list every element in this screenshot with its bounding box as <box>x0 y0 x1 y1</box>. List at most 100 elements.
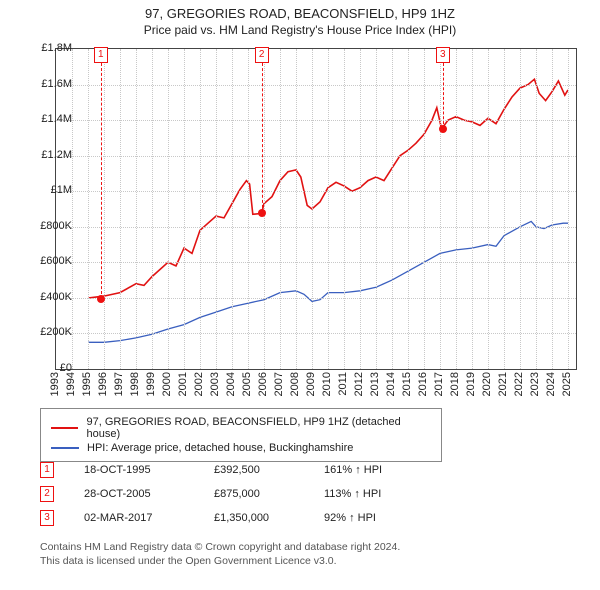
x-axis-label: 2014 <box>385 372 397 396</box>
x-axis-label: 2010 <box>321 372 333 396</box>
x-axis-label: 2001 <box>177 372 189 396</box>
sale-marker-line <box>101 63 102 299</box>
x-axis-label: 2000 <box>161 372 173 396</box>
x-axis-label: 2009 <box>305 372 317 396</box>
legend: 97, GREGORIES ROAD, BEACONSFIELD, HP9 1H… <box>40 408 442 462</box>
y-axis-label: £200K <box>12 326 72 338</box>
x-axis-label: 2021 <box>497 372 509 396</box>
sale-price: £392,500 <box>214 464 324 476</box>
gridline-v <box>456 49 457 369</box>
y-axis-label: £400K <box>12 291 72 303</box>
sale-marker-3: 3 <box>436 47 450 63</box>
gridline-v <box>520 49 521 369</box>
sale-date: 28-OCT-2005 <box>84 488 214 500</box>
sale-marker-line <box>443 63 444 129</box>
x-axis-label: 2024 <box>545 372 557 396</box>
gridline-v <box>472 49 473 369</box>
x-axis-label: 1999 <box>145 372 157 396</box>
x-axis-label: 2018 <box>449 372 461 396</box>
sale-pct: 161% ↑ HPI <box>324 464 434 476</box>
x-axis-label: 2019 <box>465 372 477 396</box>
x-axis-label: 1998 <box>129 372 141 396</box>
gridline-v <box>216 49 217 369</box>
x-axis-label: 2020 <box>481 372 493 396</box>
gridline-h <box>56 298 576 299</box>
sale-row-marker: 1 <box>40 462 54 478</box>
sale-date: 02-MAR-2017 <box>84 512 214 524</box>
plot-area: 1 2 3 <box>55 48 577 370</box>
x-axis-label: 1997 <box>113 372 125 396</box>
sale-row: 3 02-MAR-2017£1,350,00092% ↑ HPI <box>40 506 434 530</box>
legend-row-2: HPI: Average price, detached house, Buck… <box>51 441 431 455</box>
gridline-v <box>280 49 281 369</box>
sale-dot <box>439 125 447 133</box>
gridline-h <box>56 120 576 121</box>
gridline-h <box>56 262 576 263</box>
legend-label-1: 97, GREGORIES ROAD, BEACONSFIELD, HP9 1H… <box>86 416 431 440</box>
y-axis-label: £1.4M <box>12 113 72 125</box>
gridline-v <box>488 49 489 369</box>
y-axis-label: £800K <box>12 220 72 232</box>
sale-row-marker: 2 <box>40 486 54 502</box>
gridline-v <box>120 49 121 369</box>
gridline-v <box>504 49 505 369</box>
sale-price: £1,350,000 <box>214 512 324 524</box>
sale-marker-2: 2 <box>255 47 269 63</box>
gridline-v <box>136 49 137 369</box>
x-axis-label: 2006 <box>257 372 269 396</box>
legend-row-1: 97, GREGORIES ROAD, BEACONSFIELD, HP9 1H… <box>51 415 431 441</box>
sale-price: £875,000 <box>214 488 324 500</box>
gridline-v <box>296 49 297 369</box>
gridline-v <box>328 49 329 369</box>
y-axis-label: £1.2M <box>12 149 72 161</box>
x-axis-label: 2016 <box>417 372 429 396</box>
sale-pct: 92% ↑ HPI <box>324 512 434 524</box>
x-axis-label: 2025 <box>561 372 573 396</box>
y-axis-label: £0 <box>12 362 72 374</box>
x-axis-label: 2007 <box>273 372 285 396</box>
gridline-v <box>264 49 265 369</box>
gridline-v <box>232 49 233 369</box>
gridline-h <box>56 85 576 86</box>
footnote: Contains HM Land Registry data © Crown c… <box>40 540 400 568</box>
x-axis-label: 2017 <box>433 372 445 396</box>
gridline-v <box>88 49 89 369</box>
footnote-line2: This data is licensed under the Open Gov… <box>40 554 400 568</box>
gridline-v <box>376 49 377 369</box>
gridline-v <box>392 49 393 369</box>
gridline-v <box>248 49 249 369</box>
gridline-h <box>56 227 576 228</box>
gridline-v <box>72 49 73 369</box>
gridline-v <box>360 49 361 369</box>
x-axis-label: 2015 <box>401 372 413 396</box>
chart-title-line2: Price paid vs. HM Land Registry's House … <box>0 21 600 37</box>
x-axis-label: 2002 <box>193 372 205 396</box>
gridline-v <box>168 49 169 369</box>
legend-label-2: HPI: Average price, detached house, Buck… <box>87 442 353 454</box>
legend-swatch-2 <box>51 447 79 449</box>
gridline-v <box>344 49 345 369</box>
sale-dot <box>258 209 266 217</box>
x-axis-label: 2012 <box>353 372 365 396</box>
x-axis-label: 1994 <box>65 372 77 396</box>
gridline-h <box>56 191 576 192</box>
x-axis-label: 1993 <box>49 372 61 396</box>
gridline-v <box>184 49 185 369</box>
gridline-v <box>568 49 569 369</box>
chart-container: 97, GREGORIES ROAD, BEACONSFIELD, HP9 1H… <box>0 0 600 590</box>
gridline-h <box>56 156 576 157</box>
x-axis-label: 2022 <box>513 372 525 396</box>
x-axis-label: 1995 <box>81 372 93 396</box>
y-axis-label: £600K <box>12 255 72 267</box>
y-axis-label: £1M <box>12 184 72 196</box>
sale-row-marker: 3 <box>40 510 54 526</box>
x-axis-label: 2008 <box>289 372 301 396</box>
y-axis-label: £1.6M <box>12 78 72 90</box>
x-axis-label: 2004 <box>225 372 237 396</box>
gridline-v <box>312 49 313 369</box>
x-axis-label: 1996 <box>97 372 109 396</box>
sale-marker-1: 1 <box>94 47 108 63</box>
sale-row: 118-OCT-1995£392,500161% ↑ HPI <box>40 458 434 482</box>
x-axis-label: 2023 <box>529 372 541 396</box>
gridline-v <box>200 49 201 369</box>
